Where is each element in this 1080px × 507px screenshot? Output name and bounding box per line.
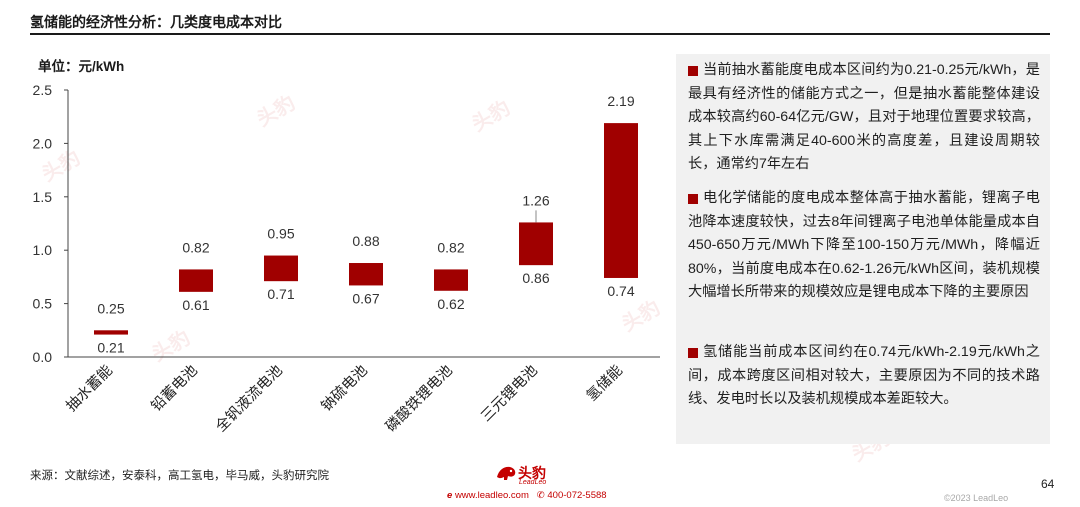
- range-bar: [434, 269, 468, 291]
- website-link[interactable]: www.leadleo.com: [454, 490, 529, 501]
- category-label: 磷酸铁锂电池: [382, 362, 456, 436]
- phone-number: 400-072-5588: [547, 490, 607, 501]
- low-value-label: 0.86: [522, 270, 549, 286]
- y-tick-label: 0.5: [33, 296, 53, 312]
- web-icon: e: [447, 490, 453, 501]
- range-bar: [94, 330, 128, 335]
- category-label: 三元锂电池: [478, 362, 541, 425]
- source-note: 来源：文献综述，安泰科，高工氢电，毕马威，头豹研究院: [30, 470, 329, 482]
- high-value-label: 0.95: [267, 226, 294, 242]
- square-bullet-icon: [688, 194, 698, 204]
- copyright: ©2023 LeadLeo: [944, 493, 1009, 503]
- note-bullet: 氢储能当前成本区间约在0.74元/kWh-2.19元/kWh之间，成本跨度区间相…: [688, 341, 1040, 412]
- title-divider: [30, 33, 1050, 35]
- phone-icon: ✆: [536, 490, 545, 501]
- range-bar: [519, 222, 553, 266]
- page-number: 64: [1041, 477, 1055, 491]
- logo-text: 头豹: [518, 465, 546, 481]
- note-text: 当前抽水蓄能度电成本区间约为0.21-0.25元/kWh，是最具有经济性的储能方…: [688, 62, 1040, 173]
- y-tick-label: 1.0: [33, 242, 53, 258]
- high-value-label: 0.82: [182, 239, 209, 255]
- category-label: 氢储能: [583, 362, 626, 405]
- high-value-label: 0.82: [437, 239, 464, 255]
- low-value-label: 0.62: [437, 296, 464, 312]
- leadleo-logo: 头豹 LeadLeo: [495, 461, 565, 489]
- category-label: 抽水蓄能: [63, 362, 116, 415]
- note-text: 氢储能当前成本区间约在0.74元/kWh-2.19元/kWh之间，成本跨度区间相…: [688, 344, 1040, 408]
- square-bullet-icon: [688, 66, 698, 76]
- unit-label: 单位：元/kWh: [38, 58, 124, 74]
- range-bar: [349, 263, 383, 286]
- page-title: 氢储能的经济性分析：几类度电成本对比: [30, 14, 282, 30]
- note-bullet: 当前抽水蓄能度电成本区间约为0.21-0.25元/kWh，是最具有经济性的储能方…: [688, 59, 1040, 177]
- high-value-label: 2.19: [607, 93, 634, 109]
- note-bullet: 电化学储能的度电成本整体高于抽水蓄能，锂离子电池降本速度较快，过去8年间锂离子电…: [688, 187, 1040, 305]
- category-label: 铅蓄电池: [148, 362, 201, 415]
- low-value-label: 0.71: [267, 286, 294, 302]
- high-value-label: 1.26: [522, 192, 549, 208]
- category-label: 钠硫电池: [318, 362, 371, 415]
- category-label: 全钒液流电池: [212, 361, 286, 435]
- high-value-label: 0.88: [352, 233, 379, 249]
- range-bar: [604, 123, 638, 278]
- high-value-label: 0.25: [97, 300, 124, 316]
- notes-panel: 当前抽水蓄能度电成本区间约为0.21-0.25元/kWh，是最具有经济性的储能方…: [676, 54, 1050, 444]
- low-value-label: 0.74: [607, 283, 634, 299]
- y-tick-label: 2.5: [33, 82, 53, 98]
- low-value-label: 0.67: [352, 290, 379, 306]
- range-bar: [264, 255, 298, 282]
- range-bar-chart: 单位：元/kWh 0.0 0.5 1.0 1.5 2.0 2.5 0.25 0.21 抽水蓄能…: [33, 58, 660, 436]
- y-tick-label: 0.0: [33, 349, 53, 365]
- contact-line: e www.leadleo.com ✆ 400-072-5588: [447, 490, 607, 501]
- y-tick-label: 1.5: [33, 189, 53, 205]
- low-value-label: 0.61: [182, 297, 209, 313]
- leopard-logo-icon: [497, 466, 516, 480]
- square-bullet-icon: [688, 348, 698, 358]
- logo-subtext: LeadLeo: [519, 479, 547, 486]
- y-tick-label: 2.0: [33, 135, 53, 151]
- note-text: 电化学储能的度电成本整体高于抽水蓄能，锂离子电池降本速度较快，过去8年间锂离子电…: [688, 190, 1040, 301]
- low-value-label: 0.21: [97, 340, 124, 356]
- range-bar: [179, 269, 213, 292]
